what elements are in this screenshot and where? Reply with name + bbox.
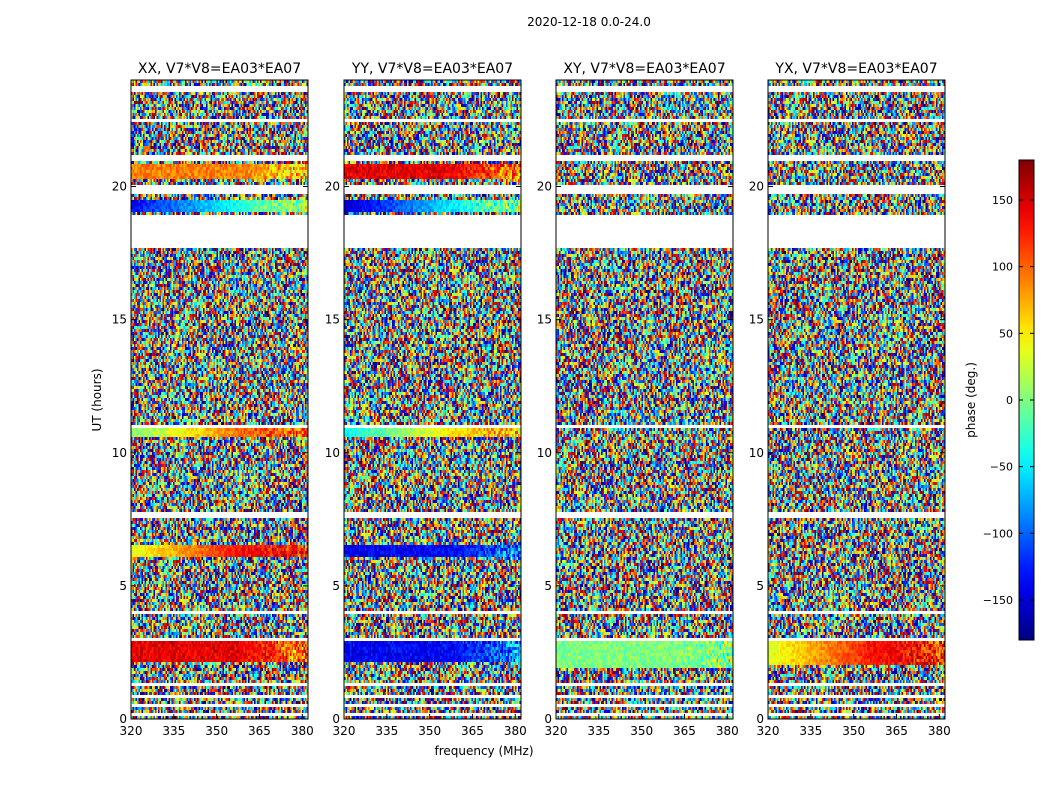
x-tick-label: 350 (630, 724, 653, 738)
y-tick-label: 20 (537, 180, 552, 194)
figure-title: 2020-12-18 0.0-24.0 (527, 15, 651, 29)
x-tick-label: 365 (673, 724, 696, 738)
y-tick-label: 5 (756, 579, 764, 593)
y-tick-label: 10 (537, 446, 552, 460)
panels: XX, V7*V8=EA03*EA07 320 335 350 365 380 0 5 10 15… (112, 61, 951, 738)
x-tick-label: 365 (461, 724, 484, 738)
heatmap-image (344, 80, 521, 719)
panel-title: YX, V7*V8=EA03*EA07 (774, 61, 937, 77)
panel-xy: XY, V7*V8=EA03*EA07 320 335 350 365 380 0 5 10 15… (537, 61, 739, 738)
x-tick-label: 380 (928, 724, 951, 738)
panel-title: XY, V7*V8=EA03*EA07 (563, 61, 725, 77)
y-tick-label: 0 (756, 712, 764, 726)
panel-yx: YX, V7*V8=EA03*EA07 320 335 350 365 380 0 5 10 15… (749, 61, 951, 738)
colorbar-tick-label: 150 (992, 194, 1013, 207)
colorbar-tick-label: 50 (999, 327, 1013, 340)
panel-yy: YY, V7*V8=EA03*EA07 320 335 350 365 380 0 5 10 15… (325, 61, 527, 738)
panel-frame (130, 79, 309, 720)
x-tick-label: 335 (587, 724, 610, 738)
x-tick-label: 350 (418, 724, 441, 738)
x-tick-label: 380 (291, 724, 314, 738)
y-tick-label: 15 (537, 313, 552, 327)
x-tick-label: 320 (545, 724, 568, 738)
x-tick-label: 380 (716, 724, 739, 738)
panel-frame (767, 79, 946, 720)
panel-title: XX, V7*V8=EA03*EA07 (138, 61, 301, 77)
colorbar-tick-label: −150 (983, 594, 1013, 607)
panel-xx: XX, V7*V8=EA03*EA07 320 335 350 365 380 0 5 10 15… (112, 61, 314, 738)
colorbar-tick-label: 100 (992, 261, 1013, 274)
colorbar-tick-label: −50 (990, 461, 1013, 474)
x-tick-label: 320 (757, 724, 780, 738)
x-tick-label: 335 (162, 724, 185, 738)
y-tick-label: 5 (544, 579, 552, 593)
x-axis-label: frequency (MHz) (434, 744, 533, 758)
heatmap-image (131, 80, 308, 719)
y-tick-label: 15 (325, 313, 340, 327)
x-tick-label: 320 (333, 724, 356, 738)
y-tick-label: 5 (119, 579, 127, 593)
y-tick-label: 0 (332, 712, 340, 726)
x-tick-label: 335 (799, 724, 822, 738)
panel-frame (343, 79, 522, 720)
x-tick-label: 320 (120, 724, 143, 738)
y-tick-label: 20 (749, 180, 764, 194)
colorbar-tick-label: −100 (983, 527, 1013, 540)
panel-title: YY, V7*V8=EA03*EA07 (351, 61, 513, 77)
y-tick-label: 15 (112, 313, 127, 327)
colorbar-tick-label: 0 (1006, 394, 1013, 407)
y-tick-label: 20 (112, 180, 127, 194)
y-axis-label: UT (hours) (90, 368, 104, 431)
x-tick-label: 335 (375, 724, 398, 738)
y-tick-label: 10 (749, 446, 764, 460)
y-tick-label: 0 (119, 712, 127, 726)
panel-frame (555, 79, 734, 720)
x-tick-label: 365 (885, 724, 908, 738)
colorbar: 150 100 50 0 −50 −100 −150 (983, 159, 1035, 641)
x-tick-label: 380 (504, 724, 527, 738)
y-tick-label: 10 (112, 446, 127, 460)
heatmap-image (768, 80, 945, 719)
x-tick-label: 365 (248, 724, 271, 738)
y-tick-label: 0 (544, 712, 552, 726)
y-tick-label: 10 (325, 446, 340, 460)
colorbar-label: phase (deg.) (964, 362, 978, 438)
x-tick-label: 350 (842, 724, 865, 738)
y-tick-label: 20 (325, 180, 340, 194)
y-tick-label: 5 (332, 579, 340, 593)
x-tick-label: 350 (205, 724, 228, 738)
heatmap-image (556, 80, 733, 719)
y-tick-label: 15 (749, 313, 764, 327)
